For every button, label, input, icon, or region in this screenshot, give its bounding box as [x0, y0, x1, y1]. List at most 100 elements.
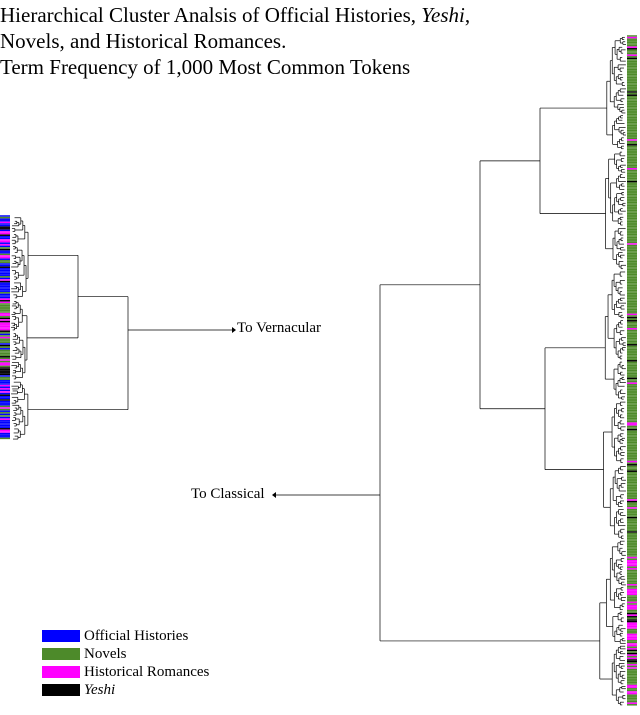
leaf-bar	[627, 537, 637, 540]
leaf-bar	[627, 313, 637, 316]
leaf-bar	[627, 299, 637, 301]
leaf-bar	[627, 232, 637, 234]
leaf-bar	[627, 548, 637, 551]
leaf-bar	[627, 348, 637, 351]
leaf-bar	[627, 691, 637, 693]
leaf-bar	[627, 433, 637, 436]
leaf-bar	[627, 185, 637, 188]
leaf-bar	[627, 486, 637, 488]
leaf-bar	[0, 424, 10, 427]
leaf-bar	[627, 409, 637, 412]
leaf-bar	[627, 214, 637, 216]
leaf-bar	[627, 120, 637, 122]
leaf-bar	[0, 223, 10, 225]
leaf-bar	[0, 423, 10, 425]
leaf-bar	[627, 129, 637, 132]
leaf-bar	[627, 92, 637, 95]
leaf-bar	[0, 260, 10, 262]
leaf-bar	[627, 632, 637, 634]
leaf-bar	[627, 123, 637, 125]
arrowhead-classical	[272, 492, 276, 498]
leaf-bar	[0, 389, 10, 392]
leaf-bar	[627, 169, 637, 172]
leaf-bar	[627, 547, 637, 549]
leaf-bar	[627, 664, 637, 666]
leaf-bar	[0, 282, 10, 284]
leaf-bar	[0, 252, 10, 254]
leaf-bar	[0, 240, 10, 243]
leaf-bar	[627, 78, 637, 80]
leaf-bar	[0, 228, 10, 230]
legend: Official Histories Novels Historical Rom…	[42, 627, 209, 699]
leaf-bar	[627, 619, 637, 621]
leaf-bar	[627, 49, 637, 52]
leaf-bar	[0, 330, 10, 332]
leaf-bar	[0, 324, 10, 326]
leaf-bar	[627, 99, 637, 101]
leaf-bar	[627, 230, 637, 232]
leaf-bar	[627, 398, 637, 400]
leaf-bar	[627, 523, 637, 525]
leaf-bar	[627, 97, 637, 100]
leaf-bar	[0, 239, 10, 241]
leaf-bar	[627, 672, 637, 674]
leaf-bar	[627, 568, 637, 570]
leaf-bar	[627, 252, 637, 255]
leaf-bar	[627, 555, 637, 557]
leaf-bar	[627, 305, 637, 308]
leaf-bar	[627, 318, 637, 320]
leaf-bar	[627, 36, 637, 39]
leaf-bar	[627, 651, 637, 653]
leaf-bar	[627, 324, 637, 327]
leaf-bar	[627, 472, 637, 474]
leaf-bar	[627, 430, 637, 432]
leaf-bar	[627, 628, 637, 631]
leaf-bar	[627, 264, 637, 266]
to-classical-label: To Classical	[191, 486, 265, 502]
leaf-bar	[627, 646, 637, 648]
leaf-bar	[627, 382, 637, 384]
leaf-bar	[627, 361, 637, 364]
leaf-bar	[0, 434, 10, 436]
leaf-bar	[0, 229, 10, 232]
leaf-bar	[0, 325, 10, 328]
leaf-bar	[627, 160, 637, 162]
leaf-bar	[0, 276, 10, 278]
legend-label-yeshi: Yeshi	[84, 681, 116, 698]
leaf-bar	[627, 609, 637, 612]
leaf-bar	[0, 381, 10, 384]
leaf-bar	[627, 180, 637, 183]
leaf-bar	[0, 215, 10, 217]
leaf-bar	[0, 277, 10, 280]
leaf-bar	[0, 288, 10, 291]
leaf-bar	[627, 681, 637, 684]
leaf-bar	[0, 216, 10, 219]
leaf-bar	[627, 233, 637, 236]
leaf-bar	[627, 347, 637, 349]
leaf-bar	[627, 300, 637, 303]
leaf-bar	[627, 552, 637, 554]
leaf-bar	[627, 171, 637, 173]
leaf-bar	[627, 385, 637, 388]
leaf-bar	[627, 240, 637, 242]
leaf-bar	[627, 702, 637, 704]
leaf-bar	[0, 317, 10, 320]
leaf-bar	[627, 238, 637, 240]
leaf-bar	[627, 334, 637, 336]
leaf-bar	[627, 596, 637, 599]
leaf-bar	[627, 182, 637, 184]
leaf-bar	[627, 164, 637, 167]
leaf-bar	[627, 358, 637, 360]
leaf-bar	[627, 380, 637, 383]
leaf-bar	[0, 237, 10, 240]
leaf-bar	[0, 362, 10, 364]
leaf-bar	[627, 601, 637, 604]
leaf-bar	[627, 544, 637, 546]
leaf-bar	[627, 323, 637, 325]
leaf-bar	[627, 310, 637, 312]
title-line-1-comma: ,	[464, 3, 471, 27]
leaf-bar	[627, 316, 637, 319]
leaf-bar	[627, 502, 637, 504]
leaf-bar	[627, 168, 637, 170]
leaf-bar	[627, 388, 637, 391]
